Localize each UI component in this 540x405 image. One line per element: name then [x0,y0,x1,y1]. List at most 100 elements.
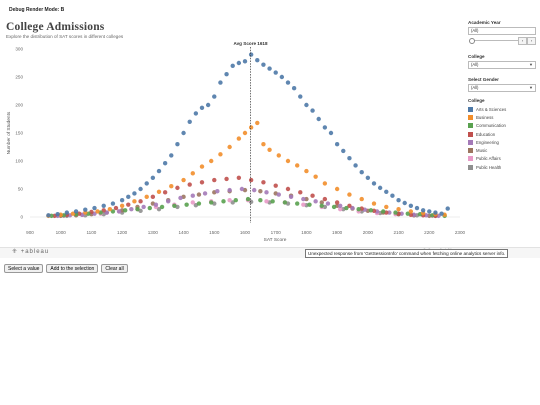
data-point[interactable] [377,185,383,191]
data-point[interactable] [273,183,278,188]
data-point[interactable] [258,189,263,194]
data-point[interactable] [347,156,352,161]
data-point[interactable] [381,209,386,214]
data-point[interactable] [365,175,371,180]
data-point[interactable] [353,163,358,168]
data-point[interactable] [334,186,340,192]
data-point[interactable] [212,177,217,183]
data-point[interactable] [187,182,192,187]
legend-item[interactable]: Education [468,130,536,138]
data-point[interactable] [227,198,232,203]
data-point[interactable] [344,205,349,211]
data-point[interactable] [402,200,407,206]
data-point[interactable] [334,142,340,147]
data-point[interactable] [129,206,134,212]
data-point[interactable] [282,200,288,205]
data-point[interactable] [267,66,272,71]
data-point[interactable] [424,213,429,218]
data-point[interactable] [252,187,257,193]
data-point[interactable] [341,148,346,154]
legend-item[interactable]: Engineering [468,138,536,146]
data-point[interactable] [384,204,389,210]
legend-item[interactable]: Communication [468,122,536,130]
data-point[interactable] [279,74,285,80]
data-point[interactable] [202,191,208,196]
data-point[interactable] [153,202,159,207]
data-point[interactable] [242,130,248,136]
clear-all-button[interactable]: Clear all [101,264,128,273]
data-point[interactable] [405,211,410,216]
data-point[interactable] [175,142,180,147]
data-point[interactable] [162,161,168,166]
data-point[interactable] [313,174,318,179]
data-point[interactable] [285,80,291,85]
data-point[interactable] [264,190,269,195]
data-point[interactable] [408,209,414,214]
data-point[interactable] [322,181,328,186]
data-point[interactable] [239,186,245,192]
data-point[interactable] [196,192,202,197]
data-point[interactable] [113,205,119,211]
data-point[interactable] [322,125,328,130]
data-point[interactable] [236,60,242,66]
data-point[interactable] [408,203,414,208]
data-point[interactable] [107,206,113,212]
slider-knob[interactable] [469,38,475,44]
data-point[interactable] [132,199,137,204]
data-point[interactable] [285,158,291,164]
data-point[interactable] [285,186,291,192]
data-point[interactable] [387,210,392,215]
data-point[interactable] [399,211,404,216]
data-point[interactable] [270,199,275,204]
data-point[interactable] [291,86,297,91]
data-point[interactable] [193,111,199,116]
data-point[interactable] [70,211,76,216]
data-point[interactable] [147,205,152,211]
legend-item[interactable]: Arts & Sciences [468,105,536,113]
data-point[interactable] [264,199,269,204]
data-point[interactable] [267,147,272,152]
data-point[interactable] [316,116,321,122]
data-point[interactable] [104,210,109,215]
data-point[interactable] [331,204,337,210]
data-point[interactable] [227,144,232,150]
data-point[interactable] [371,201,377,206]
data-point[interactable] [427,209,432,214]
data-point[interactable] [205,102,211,108]
data-point[interactable] [95,209,100,214]
data-point[interactable] [169,184,174,189]
data-point[interactable] [101,203,106,208]
data-point[interactable] [55,212,60,217]
data-point[interactable] [156,168,162,174]
data-point[interactable] [236,136,242,141]
data-point[interactable] [273,70,278,75]
data-point[interactable] [242,59,248,64]
data-point[interactable] [439,211,444,216]
data-point[interactable] [123,208,128,213]
data-point[interactable] [310,193,315,198]
data-point[interactable] [187,119,192,125]
data-point[interactable] [169,153,174,158]
data-point[interactable] [224,176,229,182]
data-point[interactable] [359,196,364,202]
data-point[interactable] [307,202,312,207]
data-point[interactable] [178,195,183,201]
data-point[interactable] [276,153,281,158]
legend-item[interactable]: Business [468,113,536,121]
data-point[interactable] [298,190,303,195]
data-point[interactable] [338,203,343,208]
data-point[interactable] [190,200,195,205]
data-point[interactable] [298,94,303,99]
data-point[interactable] [159,204,165,210]
data-point[interactable] [46,213,51,218]
data-point[interactable] [181,177,186,183]
data-point[interactable] [261,180,266,185]
data-point[interactable] [199,105,205,111]
data-point[interactable] [310,108,315,113]
data-point[interactable] [132,191,137,196]
data-point[interactable] [92,205,97,211]
data-point[interactable] [144,181,149,186]
data-point[interactable] [334,200,340,205]
data-point[interactable] [304,196,309,202]
data-point[interactable] [245,196,251,202]
